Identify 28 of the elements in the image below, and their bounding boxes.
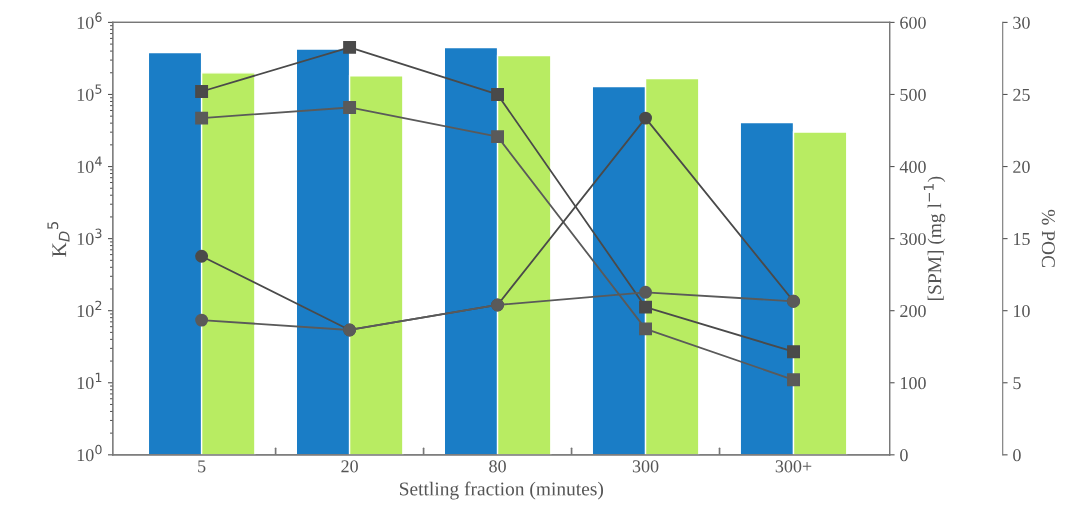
y2-tick-label: 500 (900, 88, 926, 101)
x-tick-label: 20 (341, 460, 358, 473)
x-tick-label: 300 (632, 460, 659, 473)
y-tick-label: 10$^{3}$ (77, 228, 102, 246)
x-tick-label: 80 (489, 460, 506, 473)
y3-tick-label: 15 (1014, 232, 1030, 246)
y2-tick-label: 0 (900, 449, 908, 462)
y-tick-label: 10$^{4}$ (77, 156, 102, 173)
y3-axis-title: % POC (1041, 209, 1055, 267)
y2-tick-label: 600 (900, 16, 926, 29)
x-axis-title: Settling fraction (minutes) (399, 481, 604, 500)
y-axis-title: K$_{D}$$^{5}$ (47, 222, 70, 257)
x-tick-label: 5 (198, 460, 206, 473)
y2-tick-label: 100 (901, 377, 926, 390)
y2-tick-label: 200 (900, 304, 926, 318)
y3-tick-label: 20 (1013, 160, 1030, 173)
y-tick-label: 10$^{0}$ (77, 444, 102, 462)
y2-tick-label: 400 (899, 160, 926, 173)
y3-tick-label: 30 (1013, 16, 1030, 29)
y3-tick-label: 10 (1014, 304, 1030, 318)
y3-tick-label: 5 (1013, 377, 1021, 390)
y-tick-label: 10$^{6}$ (77, 12, 102, 29)
x-tick-label: 300+ (775, 460, 812, 473)
y3-tick-label: 25 (1013, 88, 1030, 101)
y-tick-label: 10$^{1}$ (77, 372, 102, 390)
y3-tick-label: 0 (1013, 449, 1021, 462)
y-tick-label: 10$^{2}$ (77, 300, 102, 318)
y-tick-label: 10$^{5}$ (77, 84, 102, 101)
